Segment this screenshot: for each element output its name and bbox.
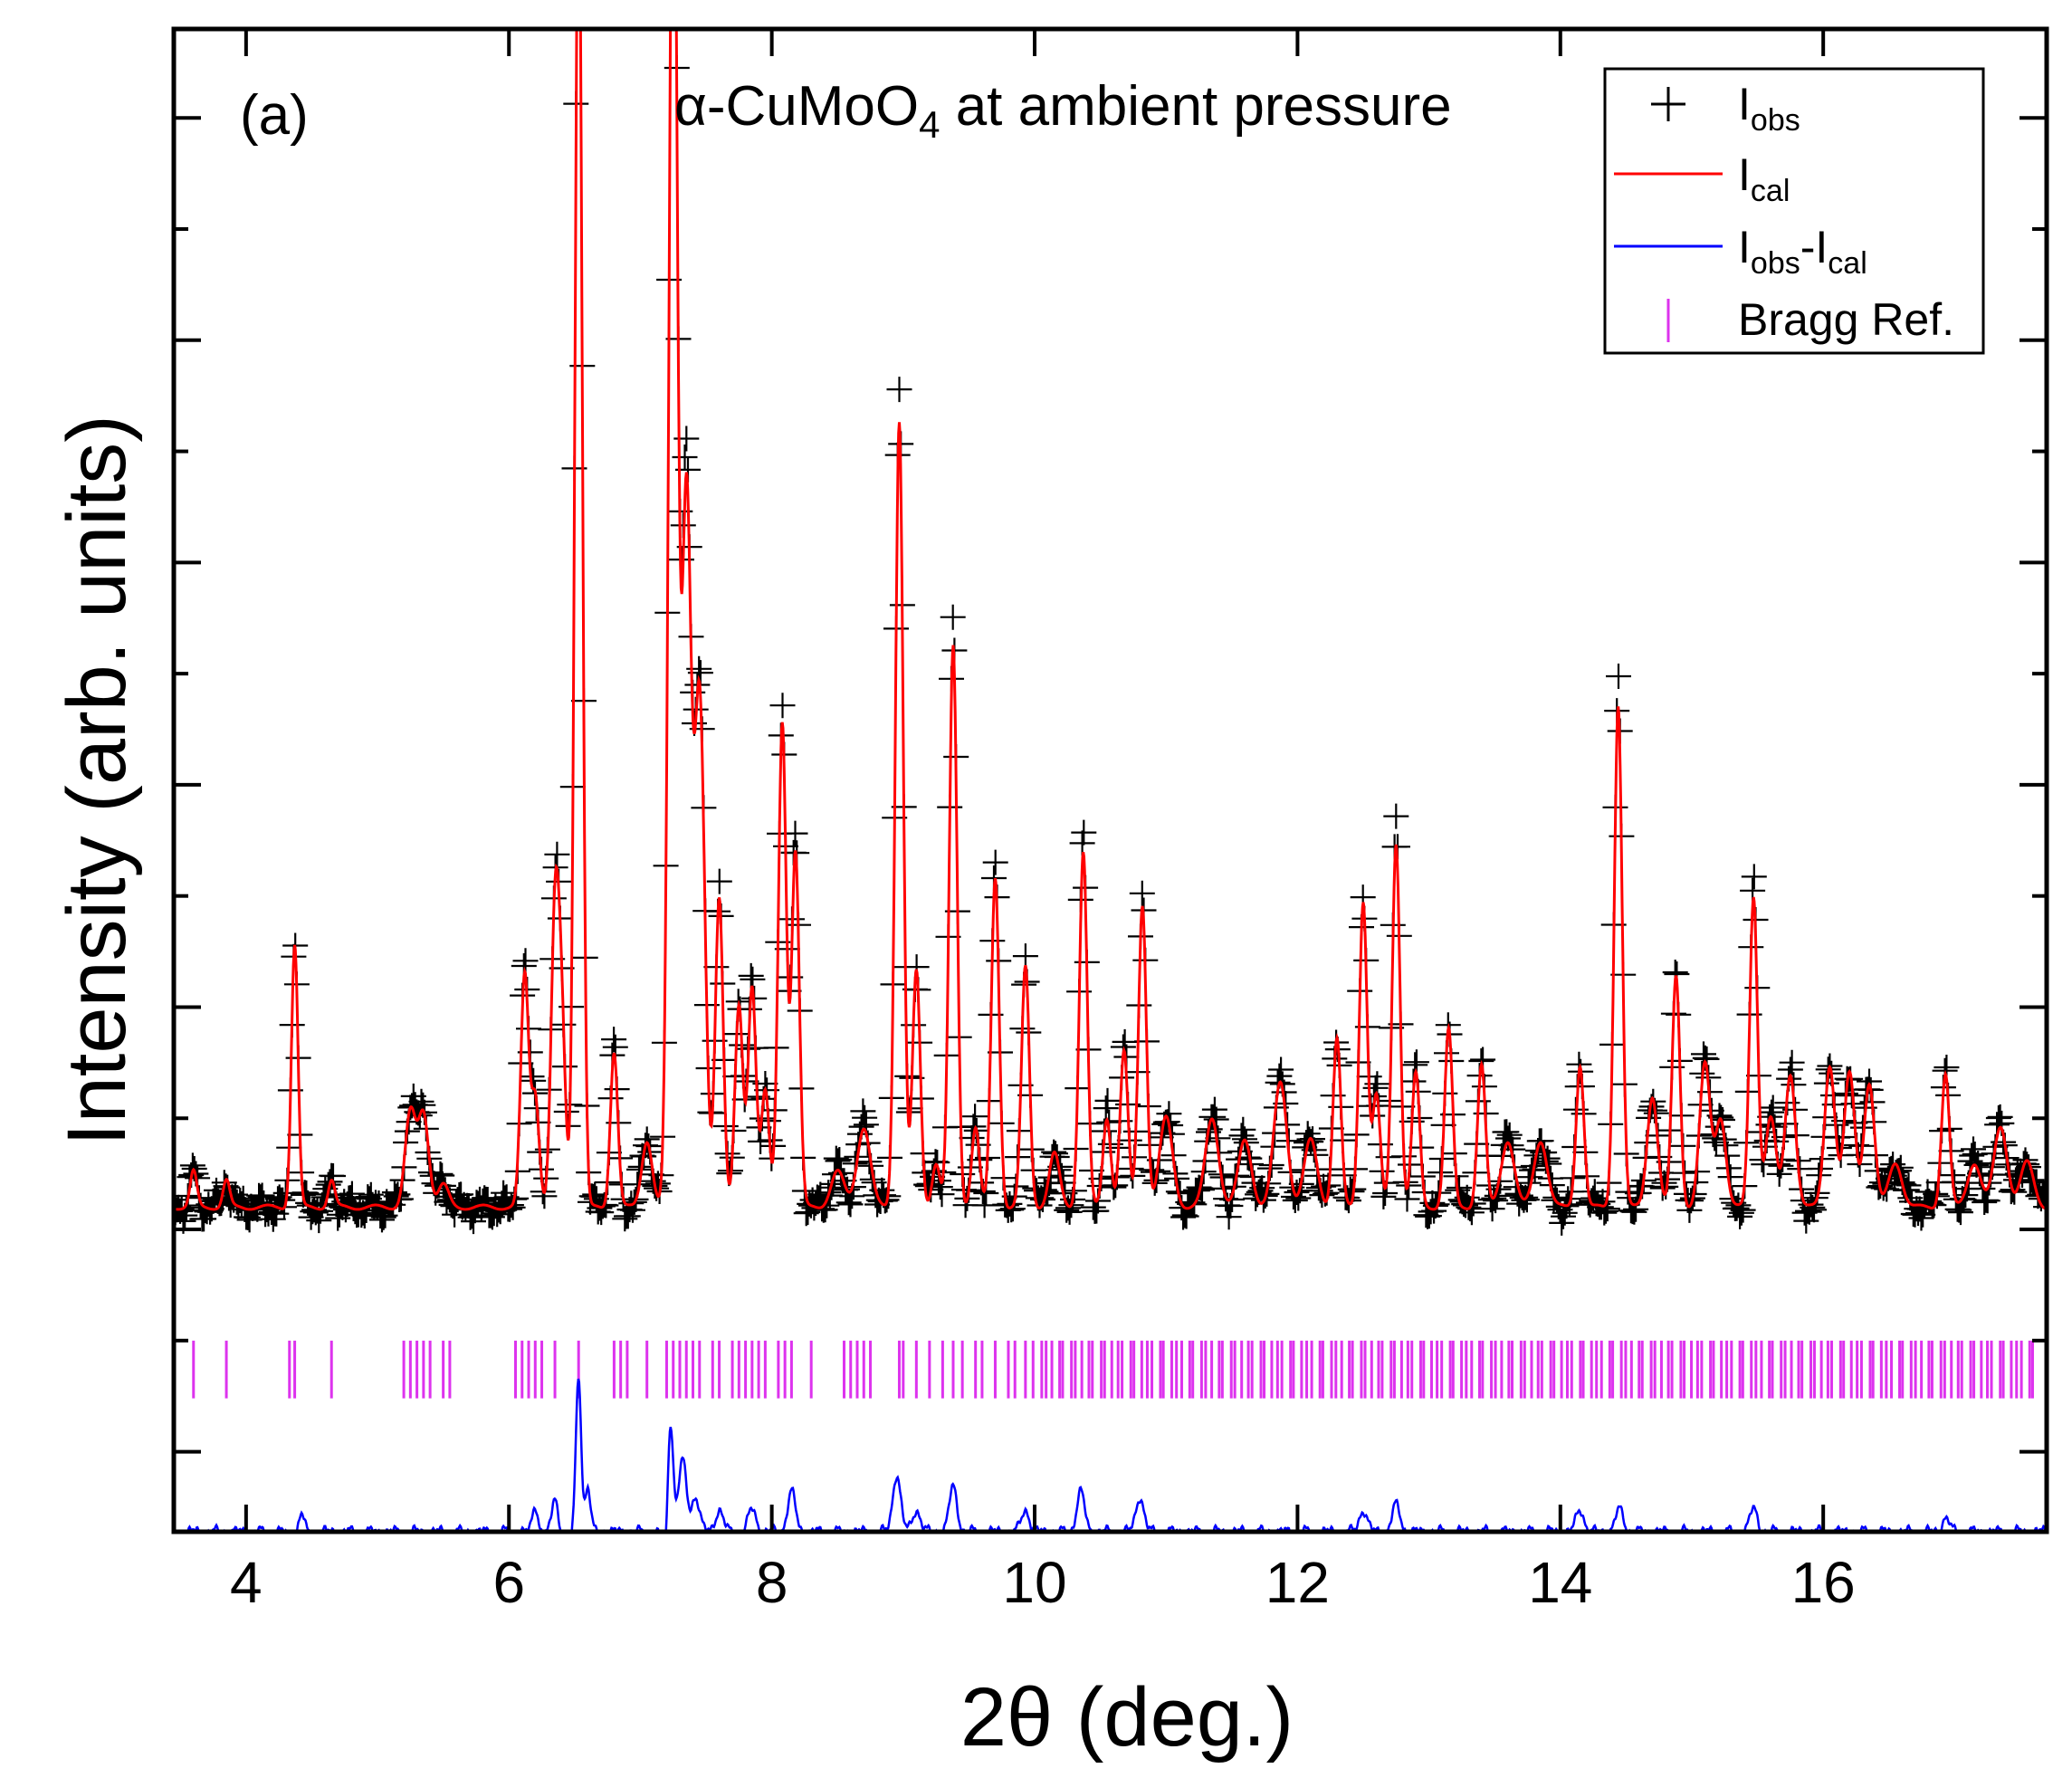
- legend-item-obs: Iobs: [1651, 79, 1800, 138]
- title-subscript: 4: [919, 103, 940, 146]
- difference-curve: [174, 1378, 2047, 1532]
- y-axis-title: Intensity (arb. units): [51, 415, 143, 1146]
- legend-label-bragg: Bragg Ref.: [1738, 294, 1954, 345]
- x-tick-label: 4: [230, 1550, 263, 1615]
- data-layer: [174, 29, 2047, 1532]
- x-tick-label: 14: [1528, 1550, 1592, 1615]
- axis-ticks: 4 6 8 10 12 14 16: [174, 29, 2047, 1615]
- bragg-reflections: [192, 1340, 2034, 1399]
- legend-item-cal: Ical: [1614, 149, 1790, 208]
- legend-label-diff: Iobs-Ical: [1738, 222, 1867, 281]
- title-prefix: α-CuMoO: [674, 75, 919, 138]
- legend: Iobs Ical Iobs-Ical Bragg Ref.: [1603, 67, 1985, 355]
- x-tick-label: 8: [756, 1550, 788, 1615]
- plot-frame: [171, 26, 2049, 1534]
- legend-item-diff: Iobs-Ical: [1614, 222, 1867, 281]
- legend-item-bragg: Bragg Ref.: [1666, 294, 1954, 345]
- x-tick-label: 12: [1265, 1550, 1330, 1615]
- x-tick-label: 6: [492, 1550, 525, 1615]
- x-axis-title: 2θ (deg.): [960, 1671, 1294, 1764]
- legend-label-obs: Iobs: [1738, 79, 1800, 138]
- x-tick-label: 16: [1791, 1550, 1856, 1615]
- x-tick-label: 10: [1002, 1550, 1066, 1615]
- chart-title: α-CuMoO4 at ambient pressure: [674, 75, 1452, 146]
- title-suffix: at ambient pressure: [940, 75, 1451, 138]
- calculated-curve: [174, 29, 2047, 1211]
- legend-plus-marker: [1651, 87, 1685, 121]
- panel-label: (a): [240, 84, 309, 147]
- legend-label-cal: Ical: [1738, 149, 1790, 208]
